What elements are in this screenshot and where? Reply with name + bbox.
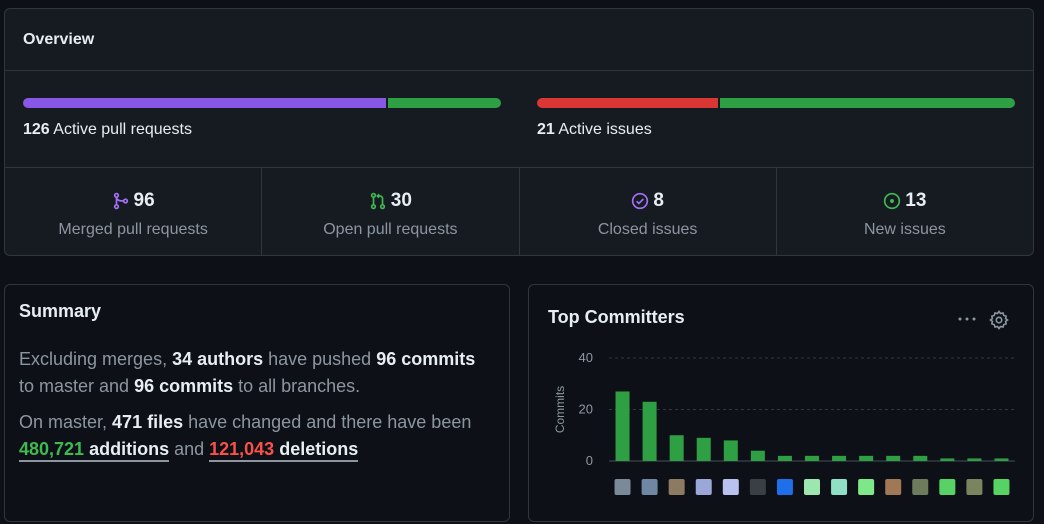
y-tick-label: 20 <box>579 402 593 417</box>
committer-avatar <box>749 479 766 495</box>
chart-bar <box>967 458 982 461</box>
stat-new-issues[interactable]: 13 New issues <box>777 168 1033 255</box>
new-label: New issues <box>863 221 946 238</box>
merge-icon <box>113 192 128 210</box>
overview-card: Overview 126 Active pull requests 21 Act… <box>4 8 1034 256</box>
active-pr-text: Active pull requests <box>53 121 192 138</box>
summary-text-part: Excluding merges, <box>19 349 173 369</box>
chart-bar <box>777 455 792 461</box>
issue-closed-icon <box>632 192 649 210</box>
files-changed: 471 files <box>112 412 184 432</box>
overview-title: Overview <box>23 31 95 48</box>
chart-bar <box>696 437 711 461</box>
active-issues-count: 21 <box>537 121 555 138</box>
chart-bar <box>832 455 847 461</box>
kebab-horizontal-icon[interactable] <box>955 309 979 329</box>
pull-requests-progress-bar <box>23 98 501 108</box>
open-segment <box>387 98 501 108</box>
chart-bar <box>886 455 901 461</box>
active-issues-text: Active issues <box>558 121 652 138</box>
committer-avatar <box>885 479 902 495</box>
committer-avatar <box>912 479 929 495</box>
summary-text-part: have pushed <box>263 349 377 369</box>
open-count: 30 <box>390 190 412 211</box>
issues-summary[interactable]: 21 Active issues <box>537 98 1015 139</box>
chart-bar <box>805 455 819 461</box>
commits-all-branches: 96 commits <box>134 376 234 396</box>
y-axis-label: Commits <box>553 386 567 433</box>
deletions-word: deletions <box>274 439 359 459</box>
additions-word: additions <box>84 439 170 459</box>
deletions-link[interactable]: 121,043 deletions <box>209 439 359 462</box>
summary-text-part: to master and <box>19 376 135 396</box>
chart-bar <box>859 455 874 461</box>
chart-bar <box>750 450 765 461</box>
summary-text-part: have changed and there have been <box>183 412 472 432</box>
committer-avatar <box>641 479 658 495</box>
committer-avatar <box>804 479 820 495</box>
active-pr-count: 126 <box>23 121 50 138</box>
committer-avatar <box>858 479 875 495</box>
chart-bar <box>642 401 657 461</box>
merged-segment <box>23 98 386 108</box>
overview-bars: 126 Active pull requests 21 Active issue… <box>5 71 1033 168</box>
pull-requests-label: 126 Active pull requests <box>23 121 501 139</box>
committer-avatar <box>614 479 631 495</box>
committer-avatar <box>776 479 793 495</box>
pull-requests-summary[interactable]: 126 Active pull requests <box>23 98 501 139</box>
committer-avatar <box>831 479 848 495</box>
summary-text-part: and <box>169 439 210 459</box>
open-label: Open pull requests <box>323 221 458 238</box>
committer-avatar <box>722 479 739 495</box>
chart-bar <box>615 391 630 461</box>
closed-count: 8 <box>653 190 664 211</box>
stat-open-pull-requests[interactable]: 30 Open pull requests <box>262 168 520 255</box>
merged-count: 96 <box>133 190 155 211</box>
chart-bar <box>723 440 738 461</box>
summary-commits-text: Excluding merges, 34 authors have pushed… <box>19 346 495 400</box>
summary-title: Summary <box>19 301 102 321</box>
committer-avatar <box>939 479 956 495</box>
y-tick-label: 40 <box>579 350 593 365</box>
deletions-count: 121,043 <box>209 439 275 459</box>
authors-count: 34 authors <box>172 349 264 369</box>
committer-avatar <box>966 479 983 495</box>
summary-changes-text: On master, 471 files have changed and th… <box>19 409 495 463</box>
pull-request-icon <box>370 192 385 210</box>
issues-label: 21 Active issues <box>537 121 1015 139</box>
top-committers-card: Top Committers 0 20 40 Commits <box>528 284 1034 522</box>
overview-stats: 96 Merged pull requests 30 Open pull req… <box>5 168 1033 255</box>
closed-label: Closed issues <box>597 221 698 238</box>
summary-text-part: to all branches. <box>233 376 361 396</box>
top-committers-title: Top Committers <box>548 307 685 327</box>
additions-count: 480,721 <box>19 439 85 459</box>
summary-card: Summary Excluding merges, 34 authors hav… <box>4 284 510 522</box>
closed-segment <box>537 98 719 108</box>
committer-avatar <box>668 479 685 495</box>
new-segment <box>720 98 1015 108</box>
stat-closed-issues[interactable]: 8 Closed issues <box>520 168 777 255</box>
summary-text-part: On master, <box>19 412 113 432</box>
chart-bar <box>994 458 1009 461</box>
stat-merged-pull-requests[interactable]: 96 Merged pull requests <box>5 168 263 255</box>
chart-bar <box>669 435 684 461</box>
gear-icon[interactable] <box>989 310 1009 330</box>
overview-header: Overview <box>5 9 1033 71</box>
merged-label: Merged pull requests <box>58 221 208 238</box>
chart-bar <box>913 455 928 461</box>
top-committers-chart: 0 20 40 Commits <box>553 350 1015 495</box>
committer-avatar <box>993 479 1010 495</box>
commits-master: 96 commits <box>376 349 476 369</box>
chart-bar <box>940 458 955 461</box>
new-count: 13 <box>905 190 927 211</box>
issue-opened-icon <box>884 192 901 210</box>
y-tick-label: 0 <box>586 453 593 468</box>
additions-link[interactable]: 480,721 additions <box>19 439 170 462</box>
committer-avatar <box>695 479 712 495</box>
issues-progress-bar <box>537 98 1015 108</box>
